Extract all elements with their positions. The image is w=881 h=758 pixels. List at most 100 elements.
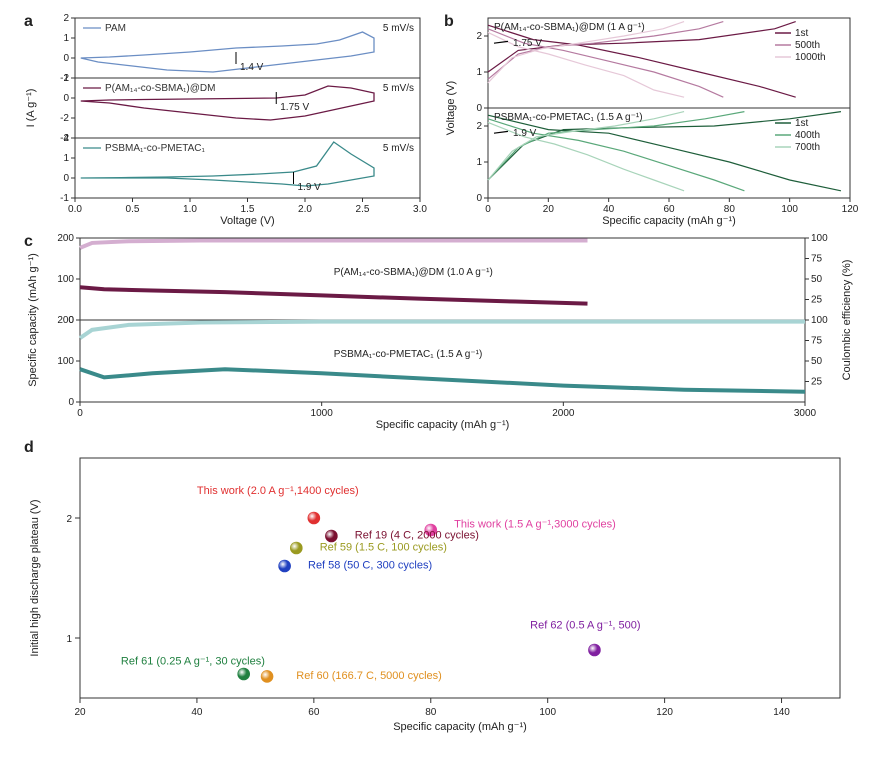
svg-text:Initial high discharge plateau: Initial high discharge plateau (V) bbox=[29, 499, 41, 656]
svg-text:1: 1 bbox=[476, 157, 482, 168]
svg-text:40: 40 bbox=[603, 204, 615, 215]
svg-text:2.5: 2.5 bbox=[356, 204, 370, 215]
panel-b: b 0 1 2 P(AM₁₄-co-SBMA₁)@DM (1 A g⁻¹) 1.75 V 1… bbox=[440, 12, 860, 228]
svg-text:Voltage (V): Voltage (V) bbox=[445, 81, 457, 135]
svg-text:20: 20 bbox=[74, 707, 86, 718]
svg-text:200: 200 bbox=[57, 315, 74, 326]
svg-text:1.0: 1.0 bbox=[183, 204, 197, 215]
svg-text:100: 100 bbox=[57, 356, 74, 367]
svg-text:PSBMA₁-co-PMETAC₁: PSBMA₁-co-PMETAC₁ bbox=[105, 143, 206, 154]
svg-text:3000: 3000 bbox=[794, 408, 817, 419]
svg-text:-2: -2 bbox=[60, 113, 69, 124]
svg-text:Coulombic efficiency (%): Coulombic efficiency (%) bbox=[841, 260, 853, 381]
svg-text:40: 40 bbox=[191, 707, 203, 718]
svg-text:Specific capacity (mAh g⁻¹): Specific capacity (mAh g⁻¹) bbox=[376, 419, 510, 431]
svg-text:100: 100 bbox=[811, 315, 828, 326]
svg-text:0: 0 bbox=[63, 93, 69, 104]
svg-text:0: 0 bbox=[68, 397, 74, 408]
svg-text:50: 50 bbox=[811, 356, 823, 367]
svg-text:This work (2.0 A g⁻¹,1400 cycl: This work (2.0 A g⁻¹,1400 cycles) bbox=[197, 485, 359, 497]
svg-text:1: 1 bbox=[66, 634, 72, 645]
svg-text:5 mV/s: 5 mV/s bbox=[383, 23, 414, 34]
svg-text:0.5: 0.5 bbox=[126, 204, 140, 215]
svg-text:PSBMA₁-co-PMETAC₁ (1.5 A g⁻¹): PSBMA₁-co-PMETAC₁ (1.5 A g⁻¹) bbox=[334, 349, 483, 360]
svg-text:2: 2 bbox=[476, 121, 482, 132]
svg-text:5 mV/s: 5 mV/s bbox=[383, 143, 414, 154]
svg-text:1.75 V: 1.75 V bbox=[280, 102, 309, 113]
svg-text:2: 2 bbox=[63, 73, 69, 84]
svg-text:2: 2 bbox=[63, 133, 69, 144]
svg-text:Ref 60 (166.7 C, 5000 cycles): Ref 60 (166.7 C, 5000 cycles) bbox=[296, 670, 442, 682]
svg-text:1000: 1000 bbox=[311, 408, 334, 419]
svg-text:Ref 59 (1.5 C, 100 cycles): Ref 59 (1.5 C, 100 cycles) bbox=[320, 541, 447, 553]
svg-text:1.9 V: 1.9 V bbox=[298, 182, 322, 193]
svg-text:PSBMA₁-co-PMETAC₁ (1.5 A g⁻¹): PSBMA₁-co-PMETAC₁ (1.5 A g⁻¹) bbox=[494, 112, 643, 123]
svg-text:100: 100 bbox=[781, 204, 798, 215]
svg-text:2000: 2000 bbox=[552, 408, 575, 419]
svg-text:200: 200 bbox=[57, 233, 74, 244]
svg-text:0: 0 bbox=[485, 204, 491, 215]
svg-text:5 mV/s: 5 mV/s bbox=[383, 83, 414, 94]
svg-text:2: 2 bbox=[476, 31, 482, 42]
svg-text:0: 0 bbox=[476, 103, 482, 114]
svg-text:2: 2 bbox=[66, 514, 72, 525]
svg-text:20: 20 bbox=[543, 204, 555, 215]
svg-text:Specific capacity (mAh g⁻¹): Specific capacity (mAh g⁻¹) bbox=[27, 253, 39, 387]
svg-text:0: 0 bbox=[476, 193, 482, 204]
svg-text:1: 1 bbox=[63, 33, 69, 44]
svg-text:75: 75 bbox=[811, 336, 823, 347]
svg-text:120: 120 bbox=[842, 204, 859, 215]
svg-text:Ref 62 (0.5 A g⁻¹, 500): Ref 62 (0.5 A g⁻¹, 500) bbox=[530, 619, 640, 631]
svg-text:1.75 V: 1.75 V bbox=[513, 38, 542, 49]
svg-text:1.5: 1.5 bbox=[241, 204, 255, 215]
svg-text:c: c bbox=[24, 233, 33, 250]
svg-text:d: d bbox=[24, 439, 34, 456]
svg-text:700th: 700th bbox=[795, 142, 820, 153]
panel-d: d 20 40 60 80 100 120 140 1 2 This work (2.0 A g⁻¹… bbox=[20, 438, 860, 738]
svg-text:1: 1 bbox=[476, 67, 482, 78]
svg-text:1.9 V: 1.9 V bbox=[513, 128, 537, 139]
svg-text:Ref 61 (0.25 A g⁻¹, 30 cycles): Ref 61 (0.25 A g⁻¹, 30 cycles) bbox=[121, 655, 265, 667]
svg-text:2.0: 2.0 bbox=[298, 204, 312, 215]
svg-text:PAM: PAM bbox=[105, 23, 126, 34]
svg-text:75: 75 bbox=[811, 254, 823, 265]
svg-text:500th: 500th bbox=[795, 40, 820, 51]
svg-text:0: 0 bbox=[63, 53, 69, 64]
svg-text:100: 100 bbox=[811, 233, 828, 244]
svg-text:25: 25 bbox=[811, 377, 823, 388]
svg-text:P(AM₁₄-co-SBMA₁)@DM: P(AM₁₄-co-SBMA₁)@DM bbox=[105, 83, 215, 94]
svg-text:a: a bbox=[24, 13, 33, 30]
svg-text:100: 100 bbox=[539, 707, 556, 718]
svg-text:1.4 V: 1.4 V bbox=[240, 62, 264, 73]
svg-text:0: 0 bbox=[63, 173, 69, 184]
panel-a: a-1012PAM5 mV/s1.4 V-4-202P(AM₁₄-co-SBMA… bbox=[20, 12, 430, 228]
svg-text:400th: 400th bbox=[795, 130, 820, 141]
panel-c: c0100200255075100P(AM₁₄-co-SBMA₁)@DM (1.… bbox=[20, 232, 860, 432]
svg-text:3.0: 3.0 bbox=[413, 204, 427, 215]
svg-text:1st: 1st bbox=[795, 28, 809, 39]
svg-text:0.0: 0.0 bbox=[68, 204, 82, 215]
svg-text:25: 25 bbox=[811, 295, 823, 306]
svg-text:1000th: 1000th bbox=[795, 52, 826, 63]
svg-text:b: b bbox=[444, 13, 454, 30]
svg-text:1st: 1st bbox=[795, 118, 809, 129]
svg-text:1: 1 bbox=[63, 153, 69, 164]
svg-text:P(AM₁₄-co-SBMA₁)@DM (1 A g⁻¹): P(AM₁₄-co-SBMA₁)@DM (1 A g⁻¹) bbox=[494, 22, 645, 33]
svg-text:0: 0 bbox=[77, 408, 83, 419]
svg-text:Specific capacity (mAh g⁻¹): Specific capacity (mAh g⁻¹) bbox=[602, 215, 736, 227]
svg-text:Specific capacity (mAh g⁻¹): Specific capacity (mAh g⁻¹) bbox=[393, 721, 527, 733]
svg-text:Ref 58 (50 C, 300 cycles): Ref 58 (50 C, 300 cycles) bbox=[308, 559, 432, 571]
svg-text:60: 60 bbox=[308, 707, 320, 718]
svg-text:-1: -1 bbox=[60, 193, 69, 204]
svg-text:I (A g⁻¹): I (A g⁻¹) bbox=[25, 89, 37, 128]
svg-text:140: 140 bbox=[773, 707, 790, 718]
svg-text:120: 120 bbox=[656, 707, 673, 718]
svg-text:50: 50 bbox=[811, 274, 823, 285]
svg-text:2: 2 bbox=[63, 13, 69, 24]
svg-text:60: 60 bbox=[663, 204, 675, 215]
svg-text:Ref 19 (4 C, 2000 cycles): Ref 19 (4 C, 2000 cycles) bbox=[355, 529, 479, 541]
svg-text:80: 80 bbox=[425, 707, 437, 718]
svg-text:80: 80 bbox=[724, 204, 736, 215]
svg-text:100: 100 bbox=[57, 274, 74, 285]
svg-text:Voltage (V): Voltage (V) bbox=[220, 215, 274, 227]
